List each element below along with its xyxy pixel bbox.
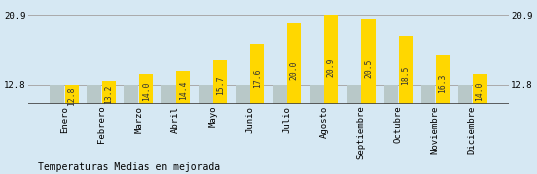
Bar — [324, 15, 338, 174]
Text: Temperaturas Medias en mejorada: Temperaturas Medias en mejorada — [38, 162, 220, 172]
Bar — [125, 85, 139, 174]
Bar — [213, 60, 227, 174]
Bar — [50, 85, 64, 174]
Text: 14.0: 14.0 — [142, 82, 150, 101]
Text: 20.0: 20.0 — [290, 60, 299, 80]
Text: 15.7: 15.7 — [216, 76, 224, 95]
Bar — [361, 19, 375, 174]
Text: 13.2: 13.2 — [105, 85, 113, 104]
Bar — [139, 74, 153, 174]
Bar — [310, 85, 324, 174]
Bar — [347, 85, 361, 174]
Bar — [287, 23, 301, 174]
Text: 17.6: 17.6 — [253, 69, 262, 89]
Bar — [176, 71, 190, 174]
Bar — [398, 36, 412, 174]
Bar — [236, 85, 250, 174]
Bar — [436, 55, 449, 174]
Bar — [273, 85, 287, 174]
Text: 12.8: 12.8 — [68, 86, 76, 106]
Bar — [199, 85, 213, 174]
Bar — [88, 85, 101, 174]
Text: 18.5: 18.5 — [401, 66, 410, 85]
Bar — [458, 85, 472, 174]
Bar — [250, 44, 264, 174]
Text: 14.0: 14.0 — [475, 82, 484, 101]
Bar — [421, 85, 435, 174]
Text: 20.9: 20.9 — [327, 57, 336, 77]
Bar — [473, 74, 487, 174]
Bar — [384, 85, 398, 174]
Text: 14.4: 14.4 — [179, 81, 187, 100]
Bar — [65, 85, 79, 174]
Bar — [162, 85, 176, 174]
Text: 20.5: 20.5 — [364, 59, 373, 78]
Bar — [102, 81, 116, 174]
Text: 16.3: 16.3 — [438, 74, 447, 93]
